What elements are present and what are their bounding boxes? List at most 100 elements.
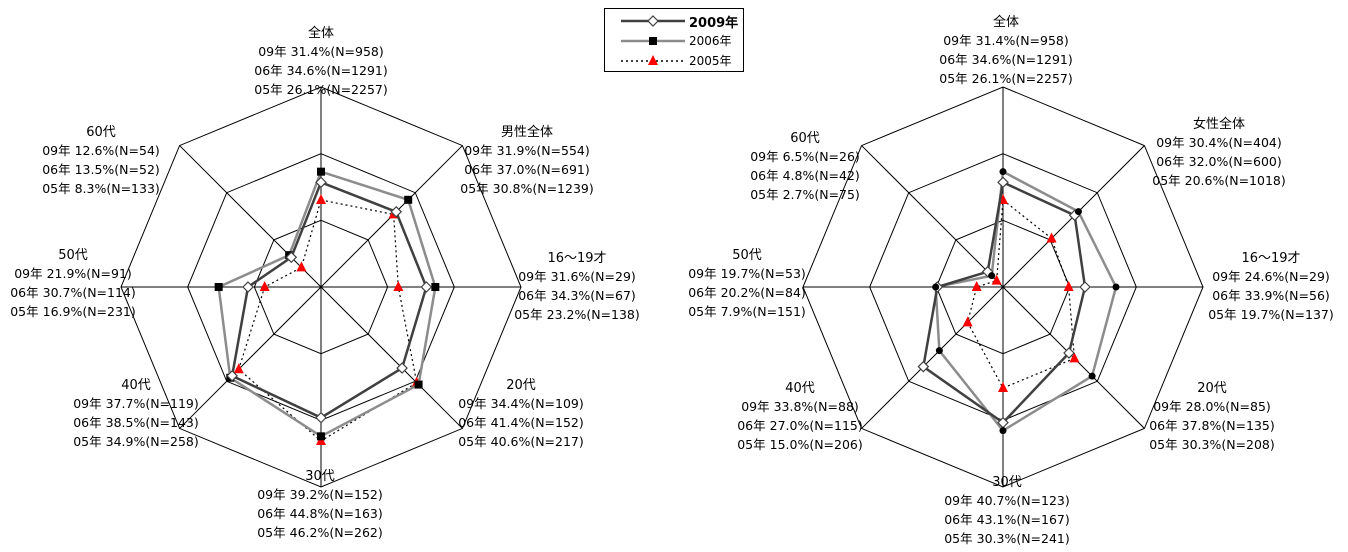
category-value-line: 06年 34.3%(N=67) — [518, 288, 636, 303]
category-value-line: 06年 38.5%(N=143) — [73, 415, 199, 430]
category-value-line: 05年 19.7%(N=137) — [1208, 307, 1334, 322]
category-value-line: 09年 33.8%(N=88) — [741, 399, 859, 414]
data-point-2009年-3 — [396, 362, 408, 374]
category-value-line: 09年 30.4%(N=404) — [1156, 135, 1282, 150]
category-label: 30代 — [992, 475, 1022, 490]
data-point-2006年-3 — [414, 380, 423, 389]
axis-spoke — [320, 286, 463, 429]
series-line-2009年 — [230, 180, 428, 420]
category-value-line: 06年 34.6%(N=1291) — [939, 52, 1072, 67]
data-point-2005年-0 — [316, 194, 326, 204]
legend: 2009年 2006年 2005年 — [604, 8, 744, 72]
data-point-2009年-2 — [1079, 281, 1091, 293]
data-point-2006年-1 — [404, 195, 413, 204]
category-value-line: 09年 34.4%(N=109) — [458, 396, 584, 411]
data-point-2006-dot-6 — [932, 283, 940, 291]
data-point-2009年-0 — [997, 176, 1009, 189]
category-value-line: 09年 21.9%(N=91) — [14, 266, 132, 281]
series-line-2006年 — [217, 170, 437, 438]
data-point-2009年-5 — [917, 360, 930, 373]
data-point-2006-dot-5 — [935, 347, 943, 355]
category-value-line: 05年 46.2%(N=262) — [257, 525, 383, 540]
category-value-line: 09年 40.7%(N=123) — [944, 493, 1070, 508]
category-value-line: 06年 44.8%(N=163) — [257, 506, 383, 521]
data-point-2005年-1 — [1046, 232, 1057, 243]
category-value-line: 09年 31.4%(N=958) — [258, 44, 384, 59]
category-label: 20代 — [1197, 381, 1227, 396]
legend-swatch-2006 — [621, 37, 685, 45]
category-value-line: 09年 31.4%(N=958) — [943, 33, 1069, 48]
data-point-2006-dot-2 — [1112, 283, 1120, 291]
data-point-2005年-3 — [1069, 352, 1080, 363]
series-line-2005年 — [238, 199, 418, 442]
category-value-line: 06年 33.9%(N=56) — [1212, 288, 1330, 303]
category-value-line: 06年 32.0%(N=600) — [1156, 154, 1282, 169]
data-point-2006-dot-4 — [999, 427, 1007, 435]
data-point-2005年-4 — [998, 382, 1008, 392]
category-label: 男性全体 — [501, 124, 553, 140]
data-point-2006-dot-7 — [988, 272, 996, 280]
category-label: 50代 — [58, 248, 88, 263]
legend-label-2009: 2009年 — [689, 16, 739, 31]
category-value-line: 06年 34.6%(N=1291) — [254, 63, 387, 78]
data-point-2005年-6 — [971, 281, 982, 291]
data-point-2005年-5 — [233, 363, 244, 374]
data-point-2005年-6 — [259, 281, 270, 291]
axis-spoke — [861, 145, 1004, 288]
category-value-line: 06年 43.1%(N=167) — [944, 512, 1070, 527]
category-label: 全体 — [993, 14, 1019, 30]
legend-swatch-2009 — [621, 15, 685, 27]
category-label: 40代 — [785, 381, 815, 396]
category-value-line: 05年 26.1%(N=2257) — [939, 71, 1072, 86]
data-point-2006年-2 — [431, 283, 440, 291]
data-point-2005年-7 — [296, 261, 307, 272]
data-point-2006-dot-3 — [1088, 372, 1096, 380]
category-value-line: 05年 16.9%(N=231) — [10, 304, 136, 319]
data-point-2006年-4 — [317, 432, 325, 441]
data-point-2006年-6 — [214, 283, 223, 291]
category-label: 30代 — [305, 469, 335, 484]
radar-chart-2: 全体 09年 31.4%(N=958) 06年 34.6%(N=1291) 05年 2… — [688, 14, 1334, 546]
category-label: 16～19才 — [547, 251, 606, 266]
category-label: 50代 — [732, 248, 762, 263]
category-value-line: 05年 30.3%(N=241) — [944, 531, 1070, 546]
category-value-line: 09年 31.6%(N=29) — [518, 269, 636, 284]
legend-item-2005: 2005年 — [605, 51, 743, 71]
category-value-line: 06年 37.0%(N=691) — [464, 162, 590, 177]
data-point-2009年-3 — [1063, 347, 1075, 359]
category-value-line: 09年 39.2%(N=152) — [257, 487, 383, 502]
category-value-line: 05年 30.3%(N=208) — [1149, 437, 1275, 452]
data-point-2005年-7 — [991, 274, 1002, 285]
category-label: 40代 — [121, 378, 151, 393]
legend-item-2009: 2009年 — [605, 11, 743, 31]
category-value-line: 09年 31.9%(N=554) — [464, 143, 590, 158]
legend-label-2006: 2006年 — [689, 34, 732, 48]
category-value-line: 09年 24.6%(N=29) — [1212, 269, 1330, 284]
category-value-line: 05年 15.0%(N=206) — [737, 437, 863, 452]
category-value-line: 05年 34.9%(N=258) — [73, 434, 199, 449]
legend-label-2005: 2005年 — [689, 54, 732, 68]
category-value-line: 09年 12.6%(N=54) — [42, 143, 160, 158]
series-line-2006年 — [934, 169, 1118, 433]
legend-swatch-2005 — [621, 55, 685, 65]
category-value-line: 09年 28.0%(N=85) — [1153, 399, 1271, 414]
category-value-line: 06年 41.4%(N=152) — [458, 415, 584, 430]
category-value-line: 09年 6.5%(N=26) — [750, 149, 860, 164]
data-point-2009年-5 — [226, 370, 238, 382]
category-value-line: 05年 20.6%(N=1018) — [1152, 173, 1285, 188]
category-value-line: 05年 2.7%(N=75) — [750, 187, 860, 202]
category-label: 60代 — [86, 125, 116, 140]
category-value-line: 06年 37.8%(N=135) — [1149, 418, 1275, 433]
category-value-line: 06年 27.0%(N=115) — [737, 418, 863, 433]
axis-spoke — [861, 286, 1004, 429]
category-value-line: 05年 8.3%(N=133) — [42, 181, 160, 196]
data-point-2005年-2 — [1063, 281, 1074, 291]
data-point-2009年-0 — [315, 176, 327, 189]
radar-chart-1: 全体 09年 31.4%(N=958) 06年 34.6%(N=1291) 05年 2… — [10, 25, 640, 540]
data-point-2006-dot-0 — [999, 168, 1007, 176]
category-value-line: 06年 30.7%(N=114) — [10, 285, 136, 300]
category-label: 16～19才 — [1241, 251, 1300, 266]
legend-item-2006: 2006年 — [605, 31, 743, 51]
axis-spoke — [179, 286, 322, 429]
